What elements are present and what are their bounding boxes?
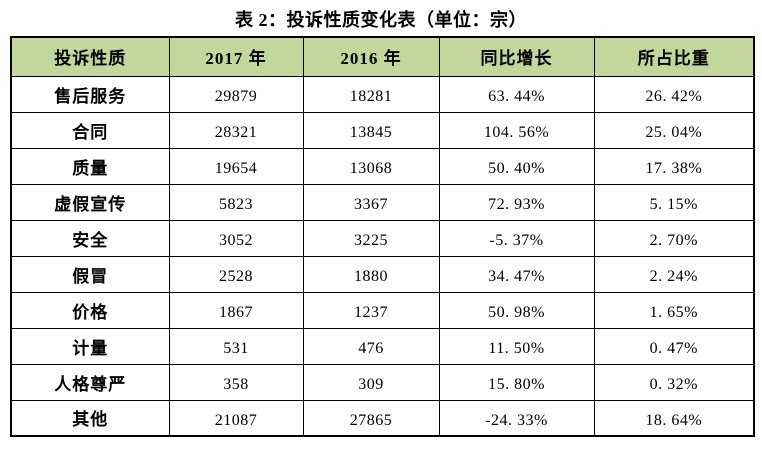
value-cell: 5823 [168, 183, 304, 221]
table-row: 其他 21087 27865 -24. 33% 18. 64% [10, 399, 755, 437]
value-cell: -5. 37% [438, 219, 595, 257]
col-header-2016: 2016 年 [302, 36, 440, 77]
value-cell: 18. 64% [593, 399, 755, 437]
value-cell: 11. 50% [438, 327, 595, 365]
value-cell: 25. 04% [593, 111, 755, 149]
value-cell: 476 [302, 327, 440, 365]
value-cell: 3052 [168, 219, 304, 257]
table-row: 虚假宣传 5823 3367 72. 93% 5. 15% [10, 183, 755, 221]
value-cell: 0. 47% [593, 327, 755, 365]
value-cell: 18281 [302, 75, 440, 113]
col-header-share: 所占比重 [593, 36, 755, 77]
value-cell: 50. 98% [438, 291, 595, 329]
row-label: 假冒 [10, 255, 170, 293]
table-row: 安全 3052 3225 -5. 37% 2. 70% [10, 219, 755, 257]
value-cell: 15. 80% [438, 363, 595, 401]
row-label: 安全 [10, 219, 170, 257]
row-label: 价格 [10, 291, 170, 329]
col-header-yoy-growth: 同比增长 [438, 36, 595, 77]
value-cell: 104. 56% [438, 111, 595, 149]
value-cell: 309 [302, 363, 440, 401]
value-cell: 29879 [168, 75, 304, 113]
row-label: 人格尊严 [10, 363, 170, 401]
value-cell: 1237 [302, 291, 440, 329]
col-header-2017: 2017 年 [168, 36, 304, 77]
table-row: 质量 19654 13068 50. 40% 17. 38% [10, 147, 755, 185]
value-cell: 50. 40% [438, 147, 595, 185]
value-cell: 72. 93% [438, 183, 595, 221]
value-cell: 21087 [168, 399, 304, 437]
table-row: 人格尊严 358 309 15. 80% 0. 32% [10, 363, 755, 401]
value-cell: 13845 [302, 111, 440, 149]
value-cell: 5. 15% [593, 183, 755, 221]
row-label: 其他 [10, 399, 170, 437]
value-cell: 34. 47% [438, 255, 595, 293]
value-cell: 358 [168, 363, 304, 401]
row-label: 合同 [10, 111, 170, 149]
complaint-nature-table: 投诉性质 2017 年 2016 年 同比增长 所占比重 售后服务 29879 18… [10, 36, 755, 437]
value-cell: 0. 32% [593, 363, 755, 401]
value-cell: 13068 [302, 147, 440, 185]
value-cell: 2. 24% [593, 255, 755, 293]
header-row: 投诉性质 2017 年 2016 年 同比增长 所占比重 [10, 36, 755, 77]
value-cell: 2528 [168, 255, 304, 293]
value-cell: 26. 42% [593, 75, 755, 113]
value-cell: 27865 [302, 399, 440, 437]
row-label: 虚假宣传 [10, 183, 170, 221]
value-cell: 1880 [302, 255, 440, 293]
value-cell: 3367 [302, 183, 440, 221]
value-cell: 1. 65% [593, 291, 755, 329]
col-header-complaint-nature: 投诉性质 [10, 36, 170, 77]
row-label: 售后服务 [10, 75, 170, 113]
value-cell: 19654 [168, 147, 304, 185]
table-row: 价格 1867 1237 50. 98% 1. 65% [10, 291, 755, 329]
value-cell: 28321 [168, 111, 304, 149]
value-cell: 17. 38% [593, 147, 755, 185]
value-cell: -24. 33% [438, 399, 595, 437]
value-cell: 63. 44% [438, 75, 595, 113]
row-label: 计量 [10, 327, 170, 365]
value-cell: 3225 [302, 219, 440, 257]
value-cell: 2. 70% [593, 219, 755, 257]
table-header: 投诉性质 2017 年 2016 年 同比增长 所占比重 [10, 36, 755, 77]
row-label: 质量 [10, 147, 170, 185]
table-row: 售后服务 29879 18281 63. 44% 26. 42% [10, 75, 755, 113]
table-row: 合同 28321 13845 104. 56% 25. 04% [10, 111, 755, 149]
table-row: 计量 531 476 11. 50% 0. 47% [10, 327, 755, 365]
table-title: 表 2：投诉性质变化表（单位：宗） [235, 10, 527, 30]
value-cell: 1867 [168, 291, 304, 329]
table-body: 售后服务 29879 18281 63. 44% 26. 42% 合同 28321 13845… [10, 75, 755, 437]
table-row: 假冒 2528 1880 34. 47% 2. 24% [10, 255, 755, 293]
value-cell: 531 [168, 327, 304, 365]
